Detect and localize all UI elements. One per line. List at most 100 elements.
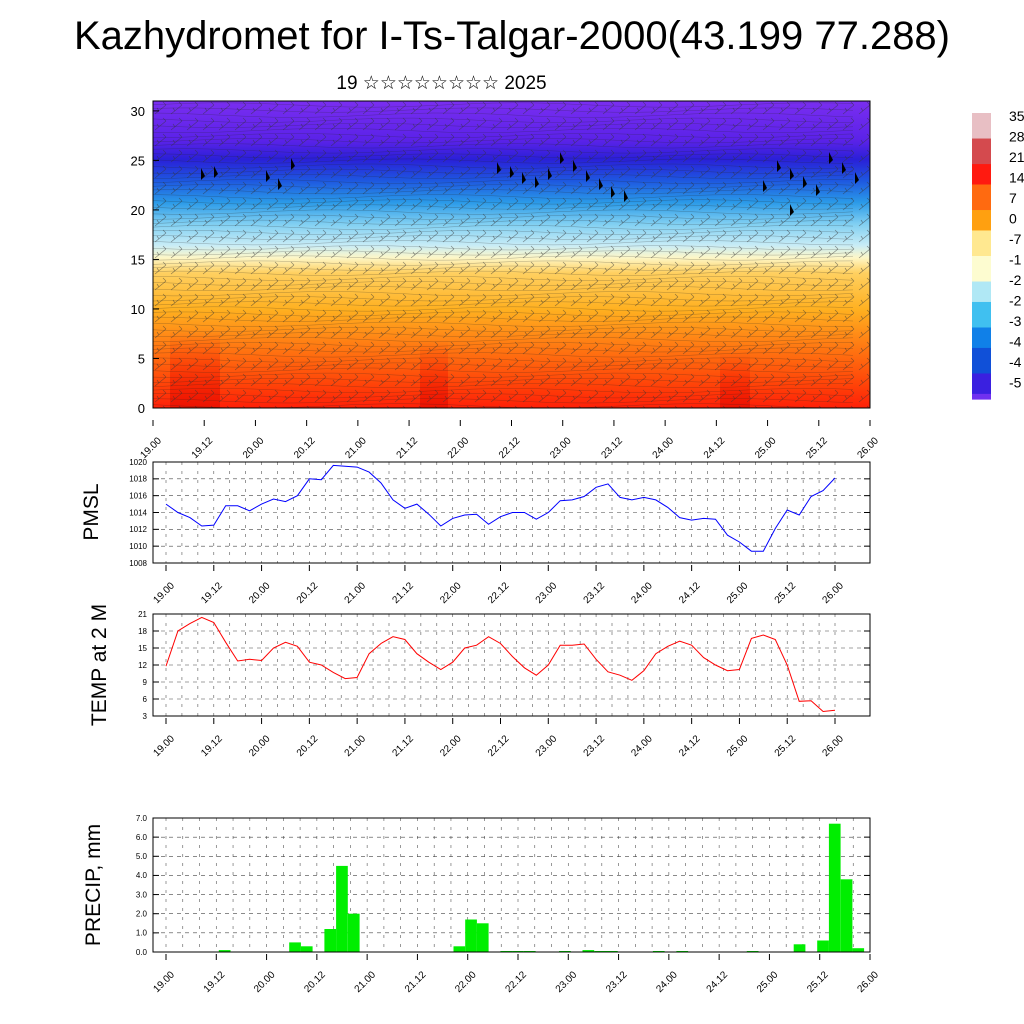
- isotherm-line: [153, 342, 854, 348]
- precip-bar: [476, 923, 489, 952]
- isotherm-line: [153, 102, 854, 108]
- isotherm-line: [153, 204, 854, 210]
- precip-y-tick-label: 0.0: [136, 948, 148, 957]
- colorbar-label: 35: [1009, 108, 1024, 124]
- colorbar-swatch: [972, 143, 991, 150]
- colorbar-swatch: [972, 153, 991, 160]
- wind-flag: [624, 190, 628, 202]
- temp-x-tick-label: 25.12: [773, 733, 799, 759]
- precip-bar: [347, 913, 360, 952]
- cross-section-y-tick-label: 15: [131, 252, 145, 267]
- isotherm-line: [153, 326, 854, 332]
- isotherm-line: [153, 189, 854, 195]
- chart-title: Kazhydromet for I-Ts-Talgar-2000(43.199 …: [73, 14, 950, 58]
- isotherm-line: [153, 194, 854, 200]
- temp-x-tick-label: 24.00: [629, 733, 655, 759]
- colorbar-swatch: [972, 158, 991, 165]
- pmsl-x-tick-label: 20.00: [247, 580, 273, 606]
- isotherm-line: [153, 403, 854, 408]
- colorbar-swatch: [972, 383, 991, 390]
- cross-section-y-tick-label: 25: [131, 153, 145, 168]
- colorbar-label: -3: [1009, 313, 1022, 329]
- isotherm-line: [153, 168, 854, 174]
- colorbar-swatch: [972, 250, 991, 257]
- colorbar-label: 21: [1009, 149, 1024, 165]
- pmsl-x-tick-label: 23.00: [534, 580, 560, 606]
- wind-flag: [611, 186, 615, 198]
- wind-flag: [560, 152, 564, 164]
- isotherm-line: [153, 224, 854, 230]
- precip-bar: [582, 950, 595, 952]
- colorbar-swatch: [972, 322, 991, 329]
- colorbar-swatch: [972, 194, 991, 201]
- temp-y-axis: 3 6 9 12 15 18 21: [138, 610, 870, 721]
- wind-flag: [573, 160, 577, 172]
- wind-flag: [266, 170, 270, 182]
- isotherm-line: [153, 362, 854, 368]
- cross-section-x-tick-label: 19.12: [190, 435, 216, 461]
- colorbar-swatches: [972, 113, 991, 400]
- precip-y-tick-label: 2.0: [136, 910, 148, 919]
- pmsl-y-tick-label: 1020: [129, 458, 147, 467]
- isotherm-lines: [153, 102, 854, 408]
- pmsl-x-axis: 19.00 19.12 20.00 20.12 21.00 21.12 22.00 22.12…: [151, 565, 846, 606]
- wind-flag: [790, 168, 794, 180]
- colorbar-swatch: [972, 174, 991, 180]
- isotherm-line: [153, 112, 854, 118]
- wind-flag: [803, 176, 807, 188]
- temp-x-tick-label: 21.12: [390, 733, 416, 759]
- precip-x-tick-label: 20.00: [252, 969, 278, 995]
- colorbar-swatch: [972, 271, 991, 278]
- colorbar-swatch: [972, 342, 991, 349]
- colorbar-swatch: [972, 307, 991, 313]
- wind-flag: [522, 172, 526, 184]
- pmsl-y-tick-label: 1018: [129, 475, 147, 484]
- colorbar-swatch: [972, 230, 991, 237]
- precip-y-tick-label: 4.0: [136, 871, 148, 880]
- precip-bar: [852, 948, 865, 952]
- precip-bar: [336, 865, 348, 952]
- temp-y-tick-label: 9: [143, 678, 148, 687]
- pmsl-y-tick-label: 1016: [129, 491, 147, 500]
- pmsl-x-tick-label: 19.00: [151, 580, 177, 606]
- colorbar-label: 0: [1009, 211, 1017, 227]
- colorbar-swatch: [972, 240, 991, 247]
- temp-x-tick-label: 21.00: [343, 733, 369, 759]
- colorbar-label: 14: [1009, 170, 1024, 186]
- wind-flag: [599, 178, 603, 190]
- isotherm-line: [153, 275, 854, 281]
- colorbar-swatch: [972, 256, 991, 262]
- precip-bar: [289, 942, 301, 952]
- isotherm-line: [153, 163, 854, 169]
- pmsl-x-tick-label: 21.12: [390, 580, 416, 606]
- isotherm-line: [153, 372, 854, 378]
- isotherm-line: [153, 245, 854, 251]
- pmsl-ylabel: PMSL: [80, 483, 103, 540]
- isotherm-line: [153, 122, 854, 128]
- precip-y-tick-label: 3.0: [136, 890, 148, 899]
- isotherm-line: [153, 306, 854, 312]
- isotherm-line: [153, 179, 854, 184]
- wind-flag: [829, 152, 833, 164]
- precip-bar: [300, 946, 313, 952]
- precip-x-tick-label: 22.00: [453, 969, 479, 995]
- cross-section-x-tick-label: 24.00: [651, 435, 677, 461]
- isotherm-line: [153, 214, 854, 220]
- colorbar-label: -7: [1009, 231, 1022, 247]
- cross-section-frame: [152, 100, 871, 409]
- colorbar-swatch: [972, 261, 991, 267]
- isotherm-line: [153, 107, 854, 113]
- precip-bar: [465, 919, 477, 952]
- pmsl-y-tick-label: 1014: [129, 508, 147, 517]
- isotherm-line: [153, 352, 854, 358]
- wind-flag: [855, 172, 859, 184]
- colorbar-swatch: [972, 378, 991, 385]
- pmsl-x-tick-label: 22.12: [486, 580, 512, 606]
- pmsl-x-tick-label: 25.00: [725, 580, 751, 606]
- cross-section-x-tick-label: 20.00: [241, 435, 267, 461]
- precip-y-tick-label: 7.0: [136, 814, 148, 823]
- cross-section-y-tick-label: 10: [131, 302, 145, 317]
- colorbar-swatch: [972, 327, 991, 334]
- isotherm-line: [153, 337, 854, 343]
- colorbar-swatch: [972, 138, 991, 145]
